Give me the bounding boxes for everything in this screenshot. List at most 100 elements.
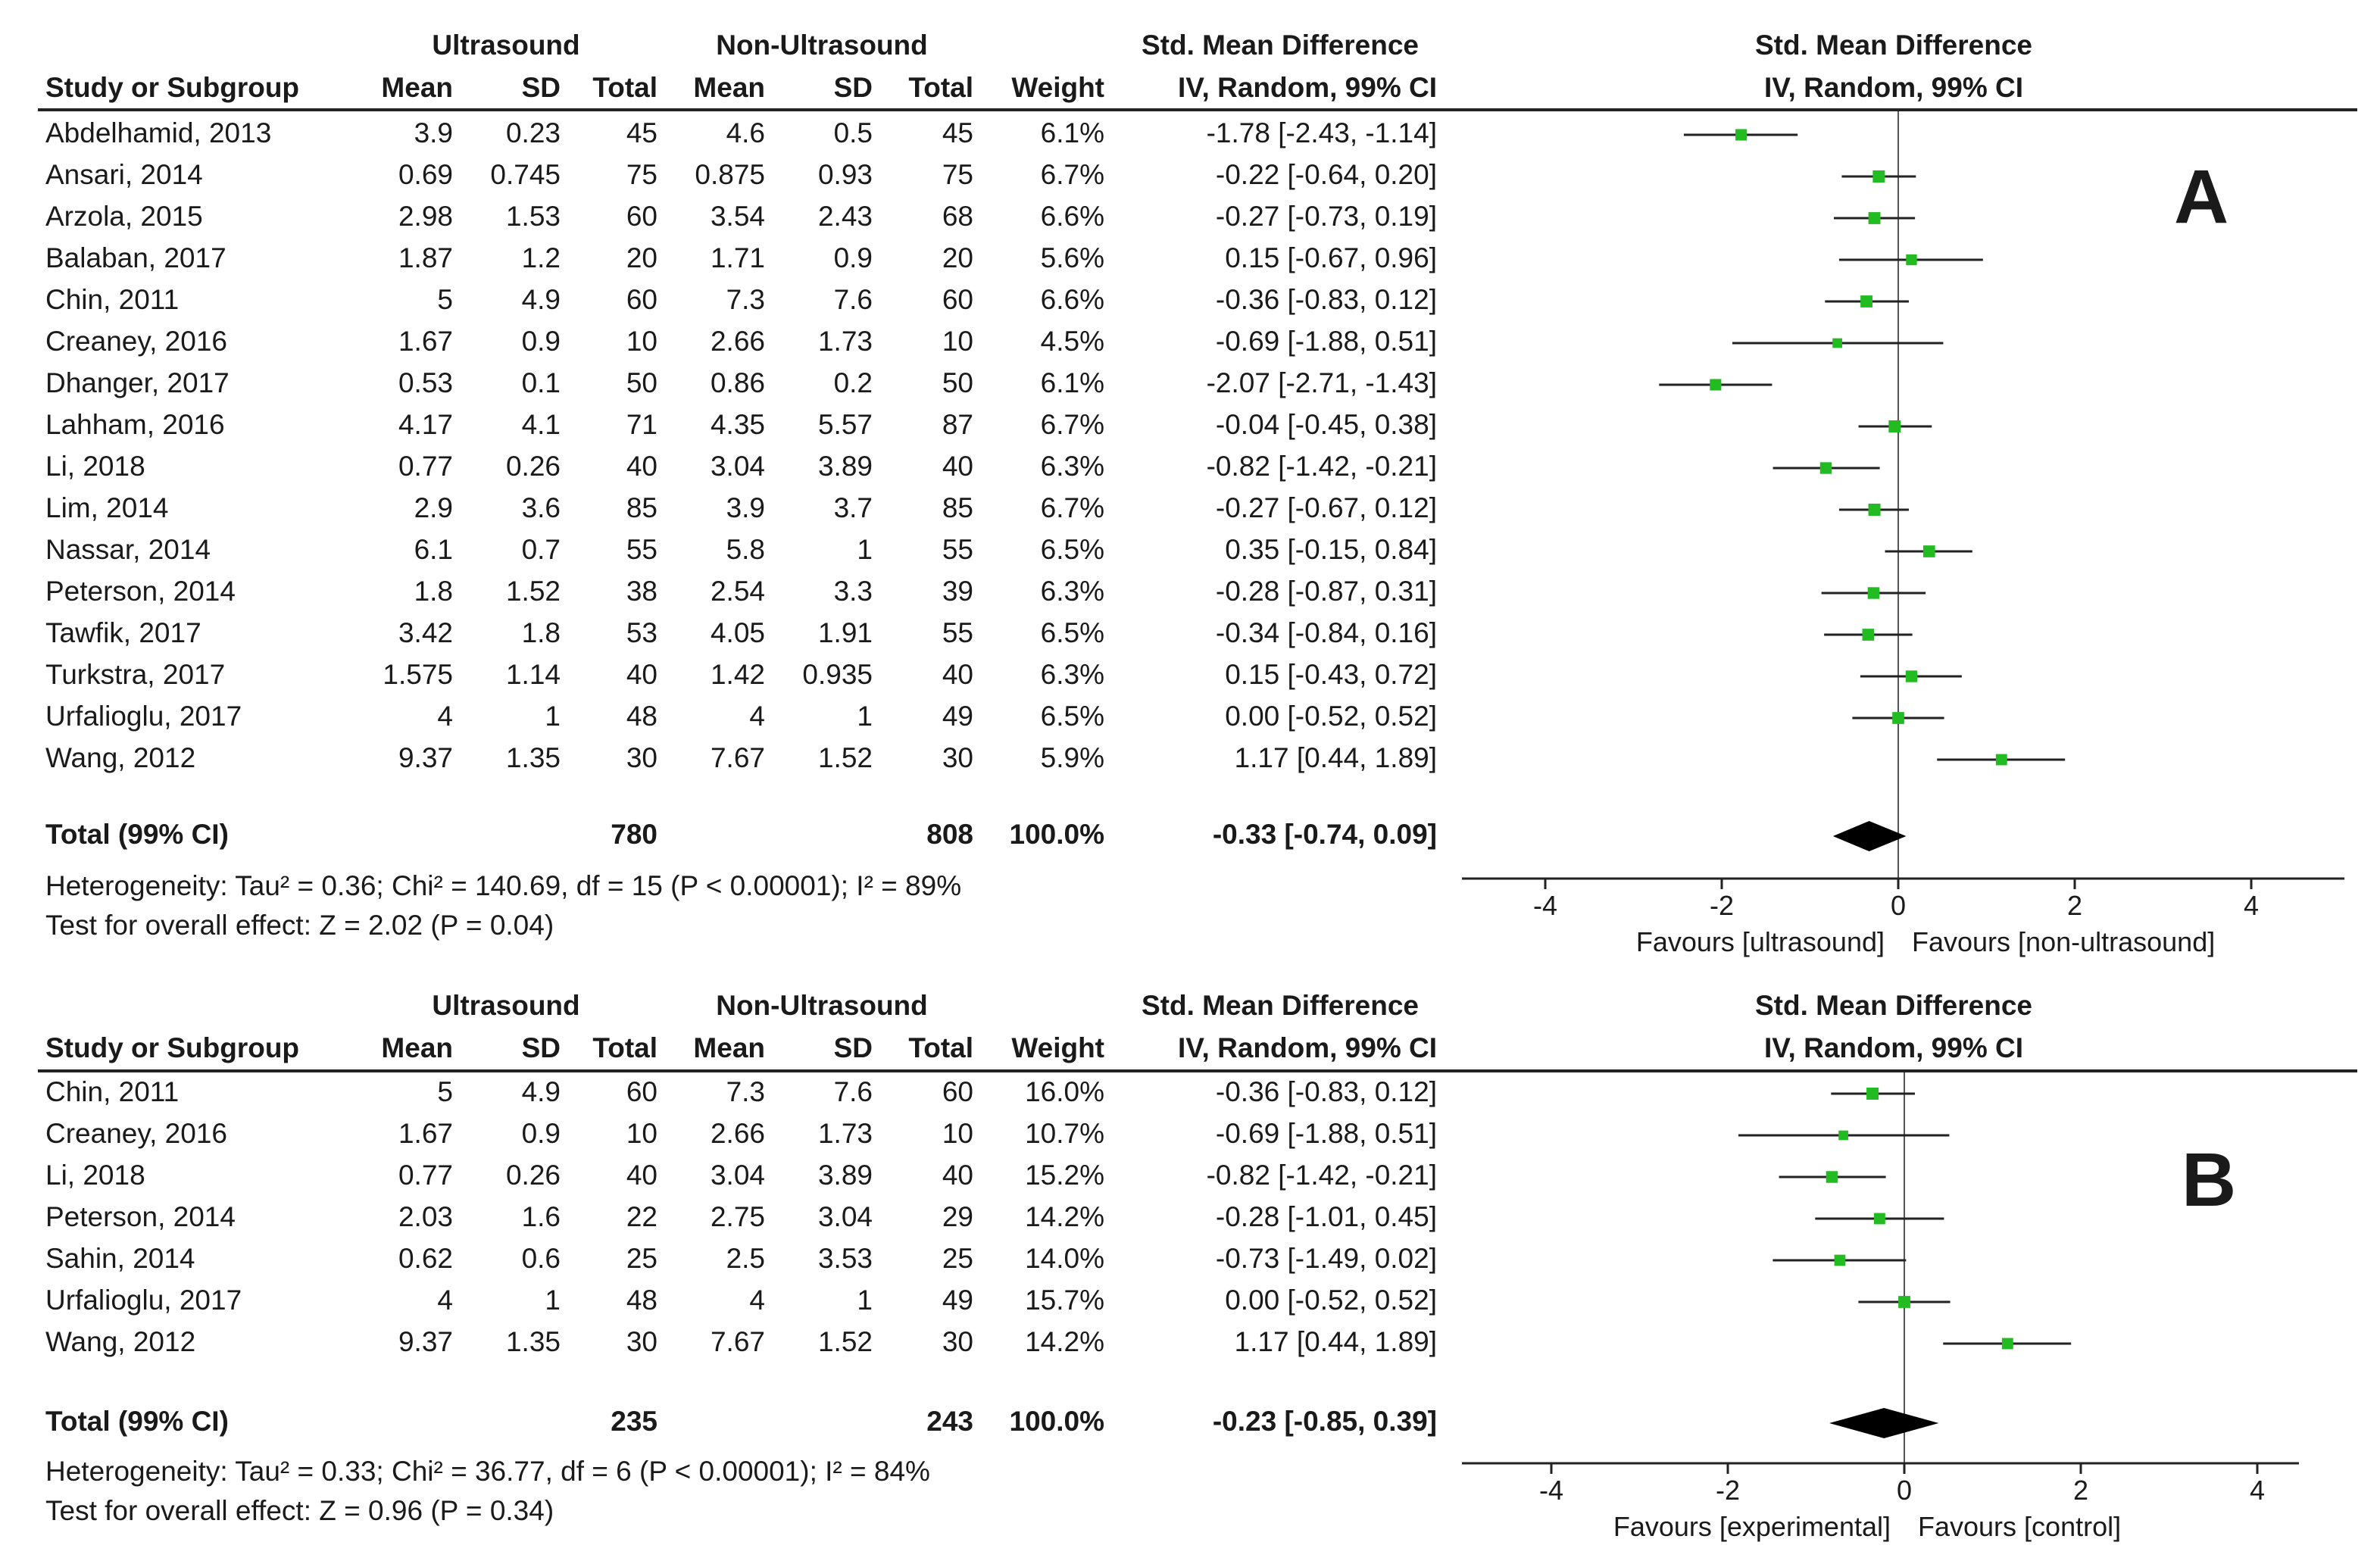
total2-cell: 29 [942,1201,973,1232]
mean2-cell: 1.71 [710,242,765,273]
weight-header: Weight [1011,1032,1104,1063]
weight-cell: 6.5% [1040,534,1104,565]
weight-cell: 10.7% [1025,1118,1104,1149]
mean2-cell: 7.3 [726,1076,765,1107]
ci-cell: -0.82 [-1.42, -0.21] [1206,1160,1437,1191]
mean1-header: Mean [381,1032,453,1063]
x-tick-label: -4 [1539,1475,1563,1506]
total2-cell: 45 [942,117,973,148]
ci-cell: -0.82 [-1.42, -0.21] [1206,451,1437,482]
sd1-cell: 1.6 [521,1201,561,1232]
ci-cell: -0.22 [-0.64, 0.20] [1215,159,1437,190]
sd2-cell: 3.89 [817,1160,873,1191]
sd2-cell: 3.7 [833,492,873,523]
sd1-cell: 0.23 [505,117,561,148]
total1-cell: 22 [626,1201,657,1232]
mean2-header: Mean [693,1032,765,1063]
sd1-cell: 0.26 [505,1160,561,1191]
sd2-header: SD [833,72,873,103]
forest-plot: -4 -2 0 2 4 Favours [experimental] Favours [co… [1462,1072,2299,1542]
ci-cell: -2.07 [-2.71, -1.43] [1206,367,1437,398]
weight-cell: 6.5% [1040,617,1104,648]
study-name: Ansari, 2014 [45,159,203,190]
sd1-cell: 1.8 [521,617,561,648]
total1-cell: 55 [626,534,657,565]
mean2-cell: 2.5 [726,1243,765,1274]
favours-left-label: Favours [experimental] [1613,1511,1891,1542]
total2-cell: 25 [942,1243,973,1274]
total2-cell: 30 [942,1326,973,1357]
ci-cell: 0.35 [-0.15, 0.84] [1225,534,1437,565]
effect-marker [1862,629,1875,641]
effect-marker [1826,1171,1838,1183]
sd1-cell: 4.9 [521,1076,561,1107]
total-weight: 100.0% [1009,819,1105,850]
sd1-cell: 1.52 [505,576,561,607]
sd2-cell: 3.04 [817,1201,873,1232]
total1-cell: 60 [626,1076,657,1107]
sd2-cell: 0.2 [833,367,873,398]
total-weight: 100.0% [1009,1406,1105,1437]
mean2-cell: 4 [749,701,765,732]
effect-marker [1872,170,1885,183]
effect-marker [1710,379,1722,391]
effect-marker [1832,338,1842,348]
total2-cell: 40 [942,1160,973,1191]
total2-cell: 87 [942,409,973,440]
sd2-cell: 1.52 [817,742,873,773]
sd2-cell: 7.6 [833,1076,873,1107]
group2-header: Non-Ultrasound [716,990,928,1021]
total2-cell: 68 [942,201,973,232]
study-name: Li, 2018 [45,451,145,482]
mean1-cell: 1.67 [398,1118,453,1149]
weight-cell: 5.9% [1040,742,1104,773]
effect-marker [1873,1213,1885,1225]
total-label: Total (99% CI) [45,1406,229,1437]
total2-cell: 39 [942,576,973,607]
x-tick-label: -2 [1710,890,1734,921]
mean1-cell: 9.37 [398,1326,453,1357]
mean2-cell: 0.86 [710,367,765,398]
favours-right-label: Favours [non-ultrasound] [1912,926,2215,957]
total2-cell: 30 [942,742,973,773]
sd2-cell: 3.89 [817,451,873,482]
total2-cell: 85 [942,492,973,523]
study-name: Wang, 2012 [45,1326,196,1357]
ci-cell: -0.27 [-0.67, 0.12] [1215,492,1437,523]
ci-cell: -0.28 [-1.01, 0.45] [1215,1201,1437,1232]
mean1-cell: 1.8 [414,576,453,607]
study-name: Sahin, 2014 [45,1243,195,1274]
weight-cell: 6.6% [1040,284,1104,315]
total2-cell: 55 [942,534,973,565]
mean1-cell: 0.53 [398,367,453,398]
x-tick-label: 2 [2067,890,2082,921]
sd1-cell: 1 [545,701,561,732]
weight-cell: 6.7% [1040,409,1104,440]
sd1-cell: 1.35 [505,1326,561,1357]
effect-marker [1868,212,1881,224]
ci-cell: 1.17 [0.44, 1.89] [1234,1326,1437,1357]
smd-header: Std. Mean Difference [1142,990,1419,1021]
effect-marker [1838,1130,1848,1141]
mean1-cell: 2.9 [414,492,453,523]
sd2-cell: 1 [857,701,873,732]
total1-cell: 85 [626,492,657,523]
effect-marker [1906,254,1917,266]
sd2-cell: 3.53 [817,1243,873,1274]
weight-cell: 6.6% [1040,201,1104,232]
x-tick-label: 4 [2244,890,2259,921]
study-name: Li, 2018 [45,1160,145,1191]
mean1-cell: 4 [437,1285,453,1316]
overall-effect-text: Test for overall effect: Z = 0.96 (P = 0… [45,1495,554,1526]
sd1-cell: 4.9 [521,284,561,315]
sd2-cell: 1 [857,1285,873,1316]
ci-cell: -0.27 [-0.73, 0.19] [1215,201,1437,232]
mean1-cell: 0.77 [398,1160,453,1191]
total2-cell: 10 [942,326,973,357]
smd-plot-header: Std. Mean Difference [1755,990,2032,1021]
mean2-cell: 5.8 [726,534,765,565]
study-name: Peterson, 2014 [45,1201,236,1232]
mean1-cell: 6.1 [414,534,453,565]
effect-marker [1735,129,1748,141]
sd2-cell: 7.6 [833,284,873,315]
